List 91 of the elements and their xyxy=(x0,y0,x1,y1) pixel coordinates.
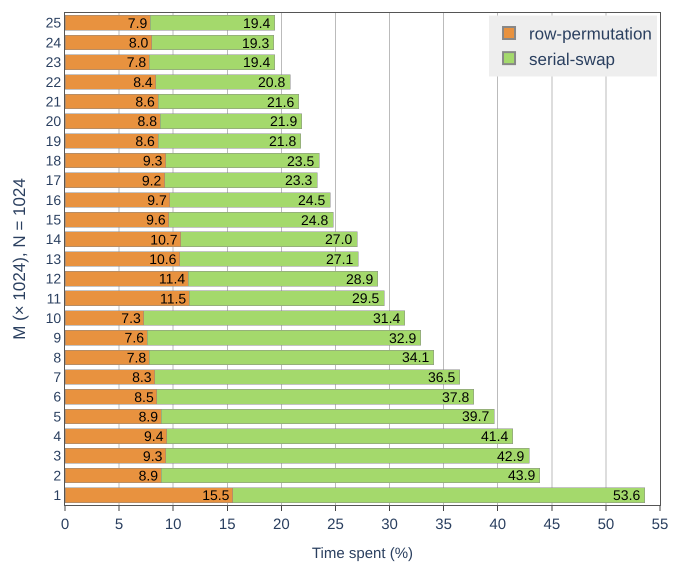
total-label: 19.4 xyxy=(243,54,270,70)
y-tick-label: 21 xyxy=(46,93,62,110)
total-label: 19.4 xyxy=(243,15,270,31)
y-tick-label: 25 xyxy=(46,14,62,31)
y-tick-label: 18 xyxy=(46,152,62,168)
total-label: 32.9 xyxy=(389,330,416,346)
total-label: 20.8 xyxy=(258,74,286,90)
text: 8.3 xyxy=(132,369,152,386)
text: 15.5 xyxy=(202,487,230,504)
y-tick-label: 20 xyxy=(46,113,62,130)
text: 8.9 xyxy=(138,467,158,484)
total-label: 23.3 xyxy=(285,172,312,188)
text: 8.4 xyxy=(133,74,153,90)
y-axis-title: M (× 1024), N = 1024 xyxy=(10,178,30,340)
text: 11.5 xyxy=(160,290,186,306)
total-label: 36.5 xyxy=(428,369,456,385)
total-label: 34.1 xyxy=(402,349,430,365)
x-tick-label: 45 xyxy=(543,516,560,533)
total-label: 23.5 xyxy=(287,153,314,169)
y-tick-label: 9 xyxy=(53,330,62,346)
text: 7.8 xyxy=(126,349,146,366)
text: 10.7 xyxy=(150,231,178,248)
text: 9.4 xyxy=(144,428,164,444)
y-tick-label: 22 xyxy=(46,74,62,90)
text: 7.8 xyxy=(126,54,146,70)
y-tick-label: 12 xyxy=(46,270,62,287)
x-tick-label: 55 xyxy=(652,516,668,533)
x-tick-label: 40 xyxy=(489,516,506,533)
y-tick-label: 11 xyxy=(46,290,62,306)
y-tick-label: 4 xyxy=(53,428,62,444)
total-label: 28.9 xyxy=(346,271,374,287)
x-tick-label: 30 xyxy=(381,516,398,533)
total-label: 53.6 xyxy=(613,487,640,503)
total-label: 21.8 xyxy=(269,133,296,149)
total-label: 41.4 xyxy=(481,428,508,444)
total-label: 27.1 xyxy=(326,251,354,267)
legend-label: serial-swap xyxy=(529,50,616,69)
text: 8.6 xyxy=(135,132,155,149)
y-tick-label: 3 xyxy=(53,448,62,464)
y-tick-label: 19 xyxy=(46,132,62,149)
y-tick-label: 15 xyxy=(46,212,62,228)
total-label: 27.0 xyxy=(325,231,352,247)
x-tick-label: 5 xyxy=(114,516,124,533)
total-label: 21.9 xyxy=(270,113,298,129)
y-tick-label: 2 xyxy=(53,467,62,484)
total-label: 24.8 xyxy=(301,212,328,228)
text: 9.6 xyxy=(146,212,166,228)
y-tick-label: 13 xyxy=(46,250,62,267)
text: 9.3 xyxy=(142,448,162,464)
text: 11.4 xyxy=(158,270,186,287)
x-tick-label: 50 xyxy=(598,516,614,533)
text: 7.3 xyxy=(121,310,141,326)
x-tick-label: 10 xyxy=(164,516,182,533)
text: 7.6 xyxy=(124,330,144,346)
y-tick-label: 10 xyxy=(46,310,62,326)
y-tick-label: 6 xyxy=(53,388,62,405)
y-tick-label: 23 xyxy=(46,54,62,70)
total-label: 39.7 xyxy=(462,408,490,424)
text: 8.0 xyxy=(128,34,148,51)
y-tick-label: 7 xyxy=(53,368,62,385)
y-tick-label: 1 xyxy=(53,487,62,504)
x-tick-label: 20 xyxy=(273,516,290,533)
y-tick-label: 17 xyxy=(46,172,62,188)
total-label: 37.8 xyxy=(442,389,470,405)
y-tick-label: 5 xyxy=(53,408,62,424)
text: 10.6 xyxy=(149,251,176,267)
x-tick-label: 25 xyxy=(327,516,344,533)
x-axis-title: Time spent (%) xyxy=(312,545,414,562)
total-label: 43.9 xyxy=(508,467,536,483)
total-label: 21.6 xyxy=(267,94,294,110)
text: 8.9 xyxy=(138,408,158,424)
total-label: 42.9 xyxy=(497,448,524,464)
total-label: 19.3 xyxy=(242,35,270,51)
legend-label: row-permutation xyxy=(529,24,652,44)
x-tick-label: 35 xyxy=(435,516,452,533)
y-tick-label: 8 xyxy=(53,349,62,366)
text: 9.7 xyxy=(147,192,167,208)
text: 8.5 xyxy=(134,388,154,405)
text: 8.6 xyxy=(135,94,155,110)
text: 9.3 xyxy=(142,152,162,169)
y-tick-label: 24 xyxy=(46,34,62,50)
x-tick-label: 15 xyxy=(218,516,236,533)
x-tick-label: 0 xyxy=(60,516,70,533)
total-label: 29.5 xyxy=(352,290,380,306)
text: 9.2 xyxy=(142,172,162,188)
y-tick-label: 14 xyxy=(46,231,62,248)
text: 8.8 xyxy=(138,113,157,130)
total-label: 31.4 xyxy=(373,310,400,326)
total-label: 24.5 xyxy=(298,192,326,208)
text: 7.9 xyxy=(128,14,148,31)
y-tick-label: 16 xyxy=(46,192,62,208)
